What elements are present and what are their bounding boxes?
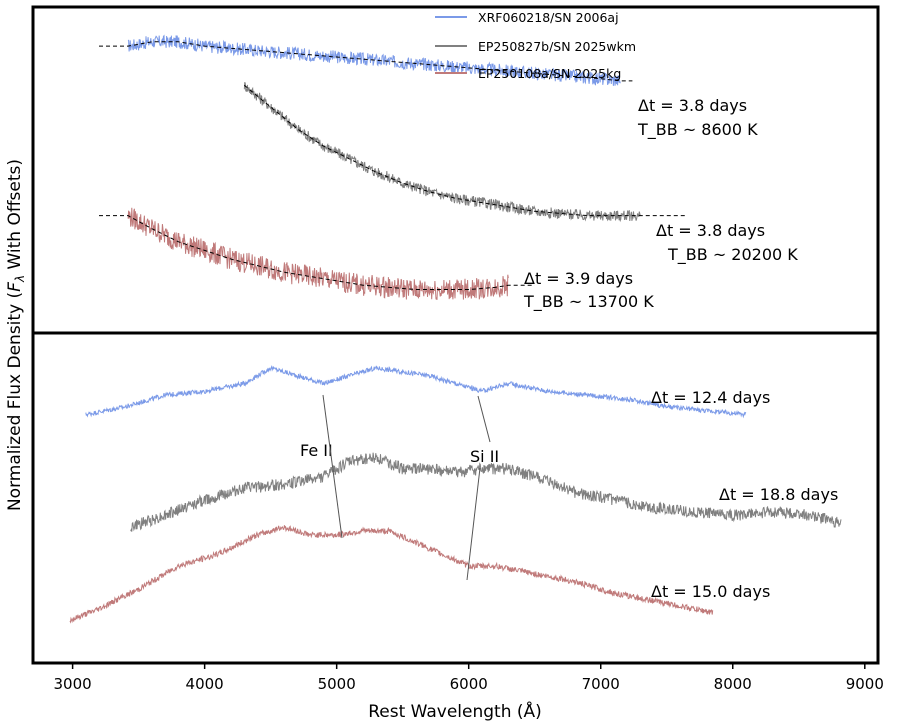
blackbody-fit-1: [243, 84, 686, 217]
spectrum-bottom-1: [130, 452, 842, 532]
x-tick-label-7000: 7000: [582, 675, 620, 693]
annotation-tbb-sn2025wkm: T_BB ~ 20200 K: [667, 245, 798, 265]
annotation-dt-sn2025wkm: Δt = 3.8 days: [656, 221, 765, 240]
si-ii-marker-lower: [466, 467, 481, 581]
top-panel-series: [99, 34, 686, 300]
bottom-label-sn2025wkm: Δt = 18.8 days: [719, 485, 838, 504]
bottom-panel-frame: [31, 331, 880, 665]
line-id-fe-ii-label: Fe II: [300, 441, 333, 460]
x-tick-label-9000: 9000: [846, 675, 884, 693]
x-tick-label-6000: 6000: [450, 675, 488, 693]
x-axis-ticks: 3000 4000 5000 6000 7000 8000 9000: [54, 663, 884, 693]
spectrum-bottom-0: [85, 364, 747, 419]
si-ii-marker-upper: [477, 395, 491, 443]
x-tick-label-3000: 3000: [54, 675, 92, 693]
bottom-label-sn2006aj: Δt = 12.4 days: [651, 388, 770, 407]
legend-label-sn2025wkm: EP250827b/SN 2025wkm: [478, 39, 636, 54]
top-annotation-sn2006aj: Δt = 3.8 days T_BB ~ 8600 K: [637, 96, 758, 140]
bottom-label-sn2025kg: Δt = 15.0 days: [651, 582, 770, 601]
bottom-panel-series: [69, 364, 842, 624]
line-id-fe-ii: Fe II: [300, 394, 343, 539]
spectrum-top-2: [127, 207, 509, 300]
annotation-dt-sn2025kg: Δt = 3.9 days: [524, 269, 633, 288]
annotation-tbb-sn2025kg: T_BB ~ 13700 K: [523, 292, 654, 312]
line-id-si-ii: Si II: [466, 395, 499, 581]
legend: XRF060218/SN 2006aj EP250827b/SN 2025wkm…: [435, 10, 636, 81]
x-tick-label-4000: 4000: [186, 675, 224, 693]
annotation-dt-sn2006aj: Δt = 3.8 days: [638, 96, 747, 115]
spectrum-top-0: [127, 34, 621, 86]
top-annotation-sn2025kg: Δt = 3.9 days T_BB ~ 13700 K: [523, 269, 654, 312]
x-tick-label-5000: 5000: [318, 675, 356, 693]
legend-label-sn2006aj: XRF060218/SN 2006aj: [478, 10, 619, 25]
blackbody-fit-0: [99, 41, 633, 82]
x-tick-label-8000: 8000: [714, 675, 752, 693]
spectrum-bottom-2: [69, 525, 714, 624]
top-annotation-sn2025wkm: Δt = 3.8 days T_BB ~ 20200 K: [656, 221, 798, 265]
spectrum-top-1: [243, 81, 641, 223]
legend-label-sn2025kg: EP250108a/SN 2025kg: [478, 66, 621, 81]
fe-ii-marker: [322, 394, 343, 539]
x-axis-label: Rest Wavelength (Å): [368, 700, 542, 722]
annotation-tbb-sn2006aj: T_BB ~ 8600 K: [637, 120, 758, 140]
blackbody-fit-2: [99, 215, 535, 290]
line-id-si-ii-label: Si II: [470, 447, 499, 466]
y-axis-label: Normalized Flux Density (Fλ With Offsets…: [5, 159, 27, 511]
